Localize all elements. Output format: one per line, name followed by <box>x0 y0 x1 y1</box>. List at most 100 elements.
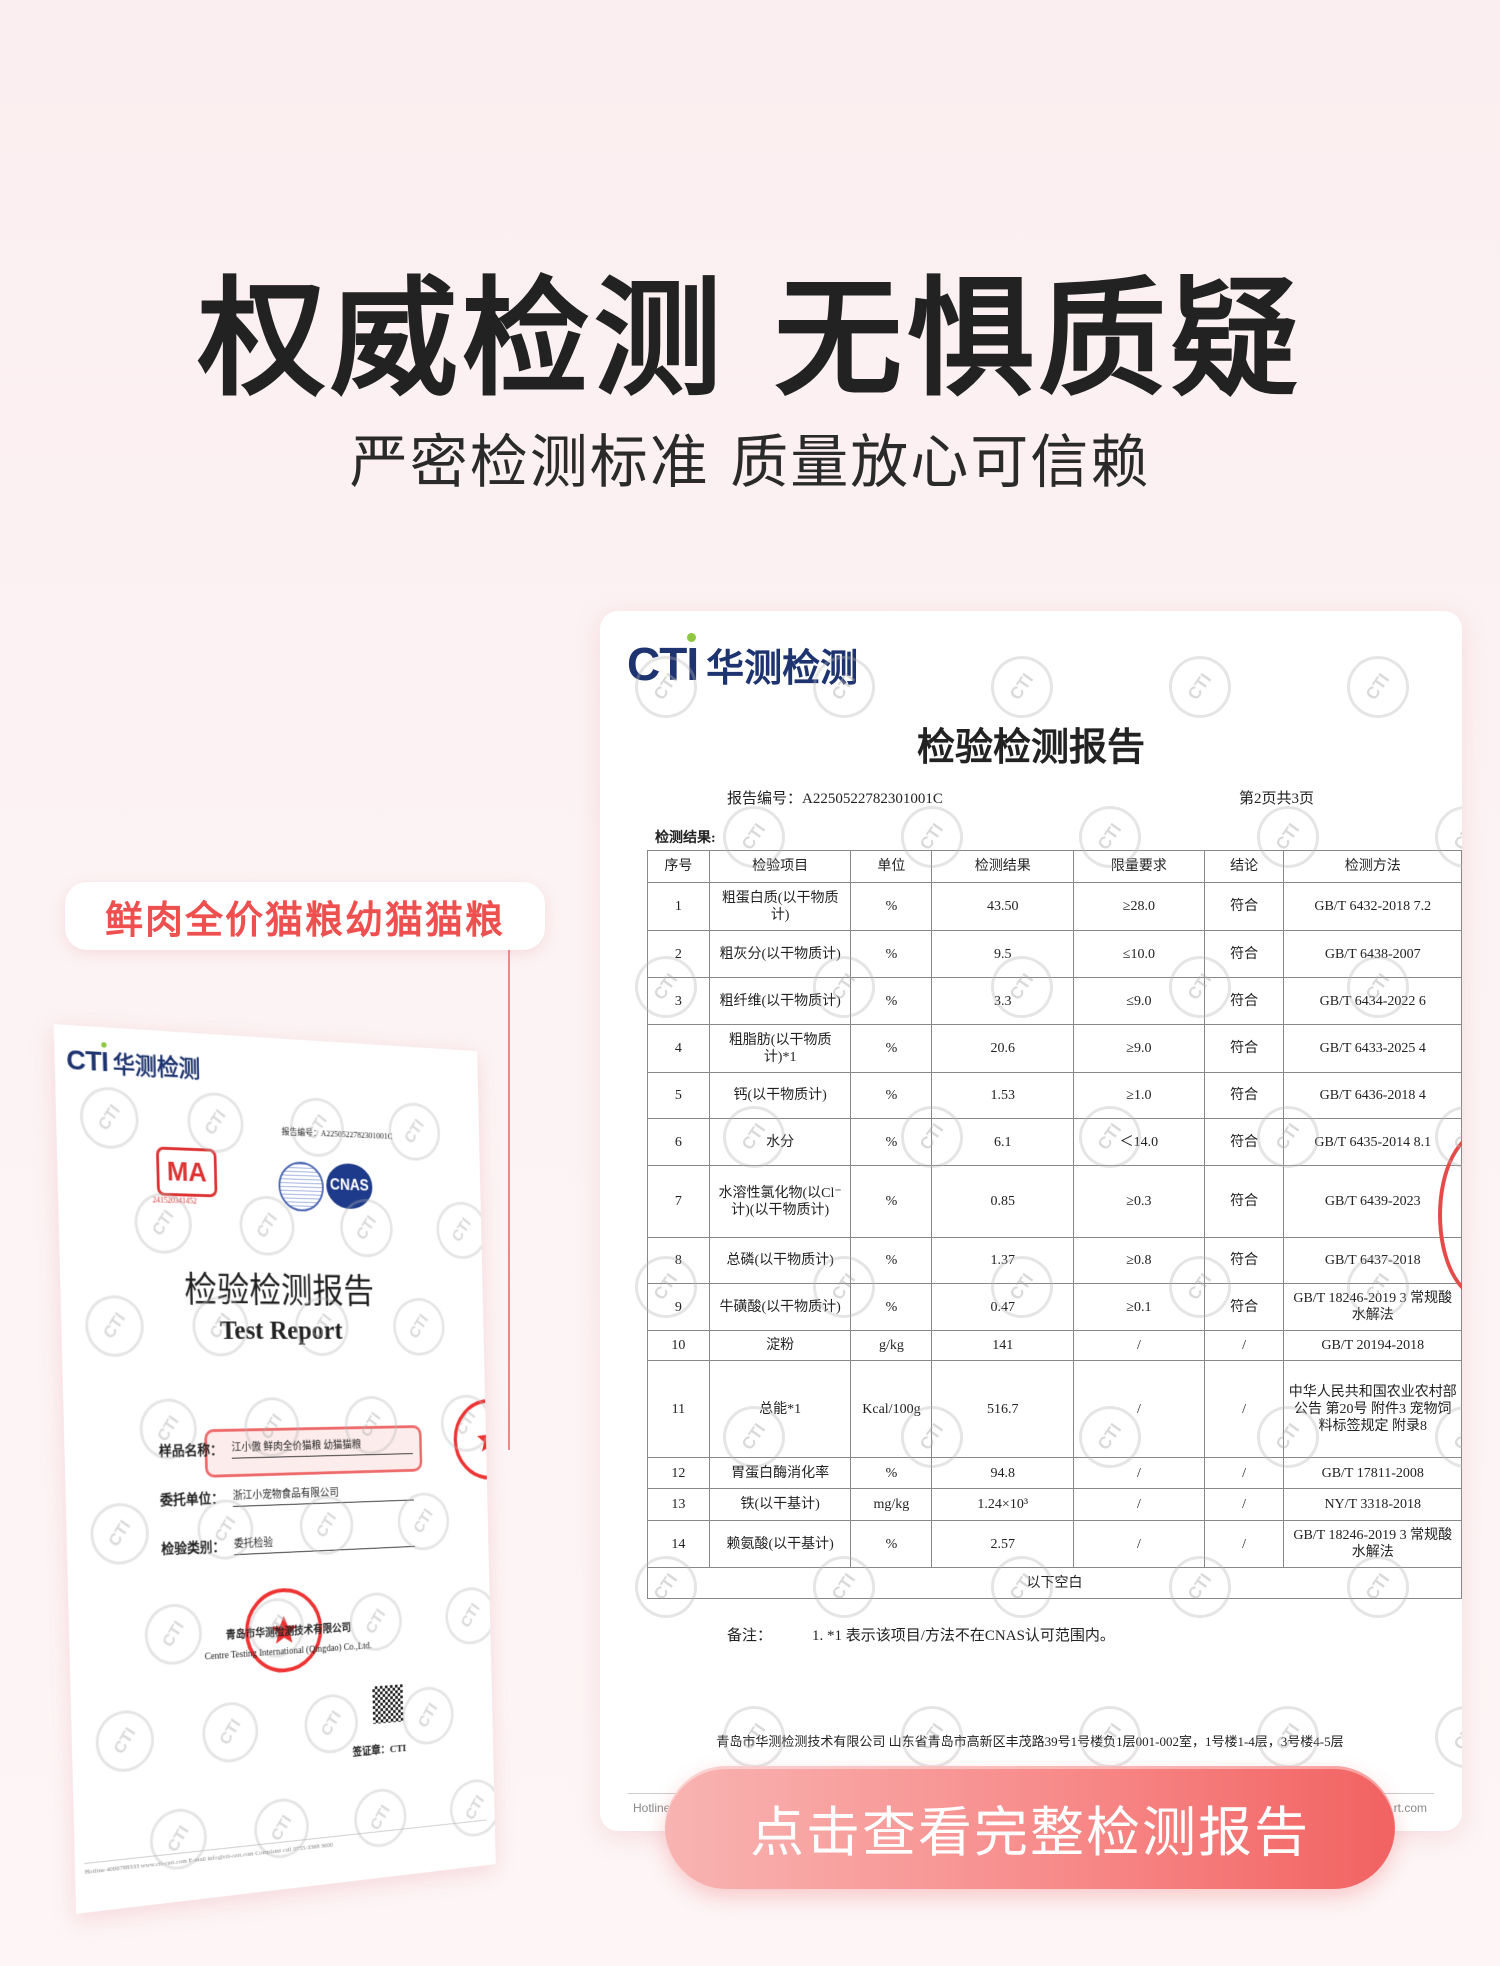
table-cell: 5 <box>647 1072 710 1119</box>
table-cell: 6.1 <box>931 1118 1075 1166</box>
view-full-report-button[interactable]: 点击查看完整检测报告 <box>665 1766 1395 1889</box>
table-cell: ≥28.0 <box>1073 882 1205 931</box>
signature: 签证章：CTI <box>352 1742 407 1759</box>
table-cell: % <box>850 1283 933 1331</box>
table-cell: % <box>850 1520 933 1568</box>
table-cell: / <box>1073 1360 1205 1458</box>
table-cell: 2.57 <box>931 1520 1075 1568</box>
table-row: 7 水溶性氯化物(以Cl⁻计)(以干物质计)% 0.85 ≥0.3 符合 GB/T 643… <box>647 1165 1462 1238</box>
table-cell: / <box>1203 1488 1285 1521</box>
cover-footer: Hotline 4006788333 www.cti-cert.com E-ma… <box>84 1819 487 1876</box>
table-cell: NY/T 3318-2018 <box>1283 1488 1462 1521</box>
table-cell: 钙(以干物质计) <box>708 1072 852 1119</box>
hotline: Hotline <box>633 1801 671 1815</box>
table-row: 8 总磷(以干物质计)% 1.37 ≥0.8 符合 GB/T 6437-2018 <box>647 1237 1462 1284</box>
table-cell: 11 <box>647 1360 710 1458</box>
cover-title-en: Test Report <box>219 1315 343 1346</box>
column-header: 序号 <box>647 850 710 883</box>
table-cell: ≥0.1 <box>1073 1283 1205 1331</box>
table-cell: GB/T 6432-2018 7.2 <box>1283 882 1462 931</box>
table-cell: 赖氨酸(以干基计) <box>708 1520 852 1568</box>
table-cell: / <box>1073 1457 1205 1489</box>
page-indicator: 第2页共3页 <box>1239 791 1315 807</box>
table-cell: 水分 <box>708 1118 852 1166</box>
table-cell: 9 <box>647 1283 710 1331</box>
table-cell: 94.8 <box>931 1457 1075 1489</box>
table-cell: 1 <box>647 882 710 931</box>
table-cell: 6 <box>647 1118 710 1166</box>
table-cell: 12 <box>647 1457 710 1489</box>
table-cell: % <box>850 1237 933 1284</box>
table-row: 14 赖氨酸(以干基计)% 2.57// GB/T 18246-2019 3 常规酸水… <box>647 1520 1462 1568</box>
table-cell: GB/T 17811-2008 <box>1283 1457 1462 1489</box>
table-cell: 总磷(以干物质计) <box>708 1237 852 1284</box>
table-cell: GB/T 6435-2014 8.1 <box>1283 1118 1462 1166</box>
cti-logo: CTI 华测检测 <box>65 1042 200 1083</box>
table-cell: 符合 <box>1203 1024 1285 1073</box>
table-cell: / <box>1203 1330 1285 1361</box>
table-row: 9 牛磺酸(以干物质计)% 0.47 ≥0.1 符合 GB/T 18246-2019 3 … <box>647 1283 1462 1331</box>
table-cell: 0.47 <box>931 1283 1075 1331</box>
table-cell: ≥1.0 <box>1073 1072 1205 1119</box>
logo-mark: CTI <box>65 1042 109 1078</box>
table-cell: 13 <box>647 1488 710 1521</box>
table-row: 12 胃蛋白酶消化率% 94.8// GB/T 17811-2008 <box>647 1457 1462 1489</box>
table-cell: 符合 <box>1203 1072 1285 1119</box>
cti-watermark-icon: CTI <box>1422 1693 1462 1781</box>
table-row: 10 淀粉 g/kg 141// GB/T 20194-2018 <box>647 1330 1462 1361</box>
table-cell: ≤9.0 <box>1073 977 1205 1025</box>
table-cell: ≥9.0 <box>1073 1024 1205 1073</box>
table-cell: ≤10.0 <box>1073 930 1205 978</box>
table-cell: / <box>1203 1520 1285 1568</box>
table-cell: 1.24×10³ <box>931 1488 1075 1521</box>
table-cell: 14 <box>647 1520 710 1568</box>
table-cell: / <box>1073 1520 1205 1568</box>
table-cell: GB/T 6436-2018 4 <box>1283 1072 1462 1119</box>
table-cell: 141 <box>931 1330 1075 1361</box>
table-cell: % <box>850 1165 933 1238</box>
cti-watermark-icon: CTI <box>79 1491 160 1577</box>
table-cell: % <box>850 1024 933 1073</box>
table-cell: 中华人民共和国农业农村部公告 第20号 附件3 宠物饲料标签规定 附录8 <box>1283 1360 1462 1458</box>
note-label: 备注： <box>727 1628 773 1644</box>
cti-watermark-icon: CTI <box>426 1190 496 1271</box>
table-cell: 3 <box>647 977 710 1025</box>
table-cell: ≥0.3 <box>1073 1165 1205 1238</box>
table-row: 2 粗灰分(以干物质计)% 9.5 ≤10.0 符合 GB/T 6438-2007 <box>647 930 1462 978</box>
table-cell: 粗纤维(以干物质计) <box>708 977 852 1025</box>
table-cell: mg/kg <box>850 1488 933 1521</box>
table-cell: 牛磺酸(以干物质计) <box>708 1283 852 1331</box>
table-cell: GB/T 20194-2018 <box>1283 1330 1462 1361</box>
table-cell: 2 <box>647 930 710 978</box>
table-cell: g/kg <box>850 1330 933 1361</box>
table-cell: % <box>850 1118 933 1166</box>
cover-page-document[interactable]: CTI 华测检测 报告编号：A2250522782301001C MA 2415… <box>53 1024 496 1914</box>
website: rt.com <box>1393 1801 1427 1815</box>
table-cell: / <box>1203 1360 1285 1458</box>
table-cell: 符合 <box>1203 930 1285 978</box>
table-cell: % <box>850 1072 933 1119</box>
field-test-type: 检验类别： 委托检验 <box>161 1528 416 1558</box>
table-cell: / <box>1203 1457 1285 1489</box>
table-row: 3 粗纤维(以干物质计)% 3.3 ≤9.0 符合 GB/T 6434-2022 6 <box>647 977 1462 1025</box>
table-cell: 10 <box>647 1330 710 1361</box>
table-cell: 9.5 <box>931 930 1075 978</box>
table-cell: 符合 <box>1203 1165 1285 1238</box>
column-header: 检测结果 <box>931 850 1075 883</box>
table-cell: GB/T 6439-2023 <box>1283 1165 1462 1238</box>
table-cell: 符合 <box>1203 882 1285 931</box>
blank-row: 以下空白 <box>647 1567 1462 1599</box>
blank-row-text: 以下空白 <box>647 1567 1462 1599</box>
cover-report-no: 报告编号：A2250522782301001C <box>281 1126 393 1141</box>
table-cell: 0.85 <box>931 1165 1075 1238</box>
table-cell: % <box>850 930 933 978</box>
table-cell: ＜14.0 <box>1073 1118 1205 1166</box>
column-header: 单位 <box>850 850 933 883</box>
table-cell: 符合 <box>1203 977 1285 1025</box>
report-page-document[interactable]: CTI 华测检测 检验检测报告 报告编号：A2250522782301001C … <box>600 611 1462 1831</box>
table-cell: / <box>1073 1330 1205 1361</box>
table-cell: GB/T 6438-2007 <box>1283 930 1462 978</box>
cover-title: 检验检测报告 <box>183 1270 375 1311</box>
table-row: 5 钙(以干物质计)% 1.53 ≥1.0 符合 GB/T 6436-2018 4 <box>647 1072 1462 1119</box>
table-row: 11 总能*1 Kcal/100g 516.7// 中华人民共和国农业农村部公告 第20… <box>647 1360 1462 1458</box>
